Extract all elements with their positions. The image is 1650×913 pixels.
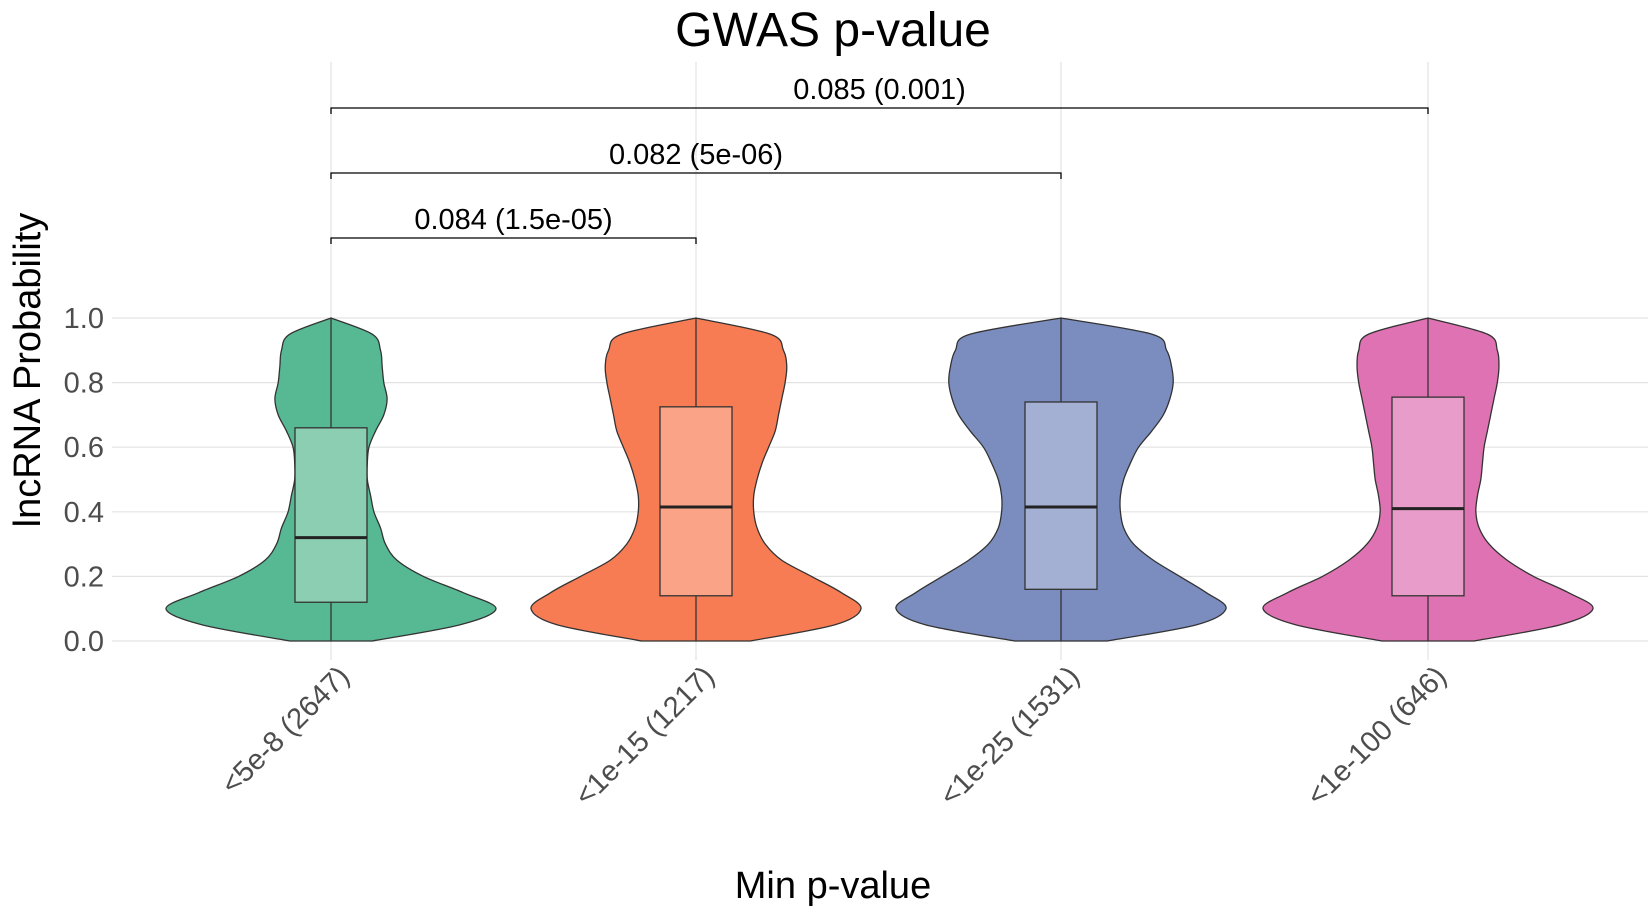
comparison-label: 0.084 (1.5e-05) [414, 204, 612, 236]
y-tick-label: 0.2 [64, 561, 104, 593]
x-tick-label: <1e-25 (1531) [934, 660, 1086, 812]
box-3 [1024, 401, 1098, 590]
box-4 [1391, 396, 1465, 597]
bracket-layer: 0.084 (1.5e-05) 0.082 (5e-06) 0.085 (0.001… [330, 74, 1429, 244]
chart-title: GWAS p-value [675, 4, 991, 57]
x-tick-label: <1e-15 (1217) [569, 660, 721, 812]
y-tick-label: 0.0 [64, 626, 104, 658]
comparison-bracket [330, 237, 697, 244]
x-axis-title: Min p-value [735, 865, 931, 907]
y-tick-label: 0.4 [64, 497, 104, 529]
y-tick-label: 0.6 [64, 432, 104, 464]
comparison-label: 0.085 (0.001) [793, 74, 966, 106]
box-2 [659, 406, 733, 597]
box-1 [294, 427, 368, 603]
y-axis-title: lncRNA Probability [7, 213, 49, 528]
violin-layer [165, 317, 1594, 642]
x-tick-label: <1e-100 (646) [1301, 660, 1453, 812]
comparison-bracket [330, 107, 1429, 114]
comparison-bracket [330, 172, 1062, 179]
y-tick-label: 0.8 [64, 368, 104, 400]
x-tick-label: <5e-8 (2647) [215, 660, 356, 801]
comparison-label: 0.082 (5e-06) [609, 139, 783, 171]
y-tick-label: 1.0 [64, 303, 104, 335]
